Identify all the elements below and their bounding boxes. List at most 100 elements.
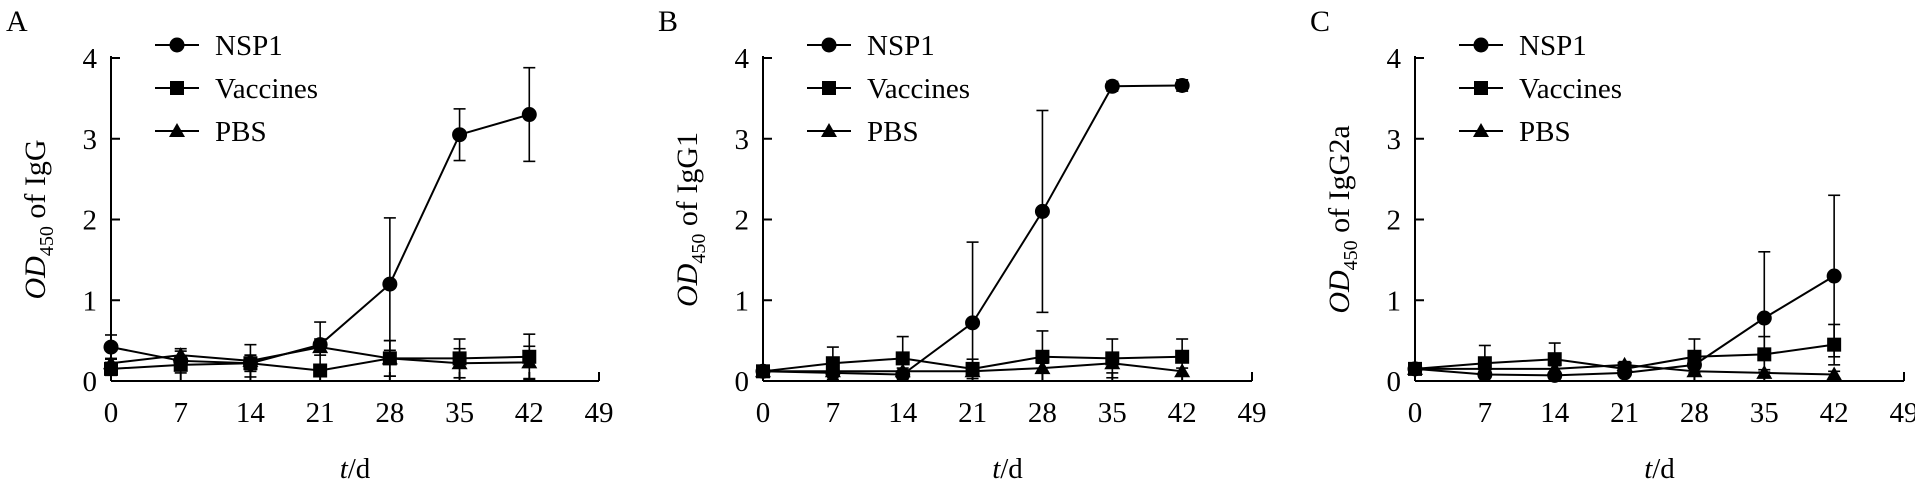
- x-tick-label: 21: [1610, 397, 1639, 429]
- y-tick-label: 2: [83, 205, 98, 237]
- x-tick-label: 28: [1680, 397, 1709, 429]
- data-point: [1547, 352, 1562, 367]
- x-tick-label: 28: [1028, 397, 1057, 429]
- data-point: [1174, 77, 1190, 93]
- x-axis-label: t/d: [992, 453, 1023, 485]
- data-point: [313, 363, 328, 378]
- legend-marker: [169, 123, 185, 137]
- data-point: [103, 355, 119, 370]
- series-pbs: [1407, 356, 1843, 381]
- data-point: [965, 315, 981, 331]
- legend-label: NSP1: [867, 30, 935, 62]
- data-point: [1756, 364, 1773, 379]
- y-tick-label: 1: [735, 285, 750, 317]
- x-tick-label: 0: [104, 397, 119, 429]
- x-tick-label: 14: [888, 397, 918, 429]
- legend-marker: [1473, 37, 1489, 53]
- legend-item-nsp1: NSP1: [1459, 30, 1587, 62]
- legend-marker: [1473, 123, 1489, 137]
- y-tick-label: 4: [735, 43, 750, 75]
- x-tick-label: 42: [1168, 397, 1197, 429]
- series-nsp1: [103, 66, 537, 373]
- data-point: [825, 356, 840, 371]
- y-axis-label: OD450 of IgG: [19, 140, 58, 300]
- data-point: [242, 352, 259, 367]
- y-tick-label: 3: [1387, 124, 1402, 156]
- y-axis-label: OD450 of IgG1: [671, 132, 710, 307]
- legend-marker: [821, 37, 837, 53]
- x-tick-label: 35: [1098, 397, 1127, 429]
- data-point: [894, 363, 911, 378]
- legend-marker: [170, 81, 184, 95]
- legend-item-nsp1: NSP1: [807, 30, 935, 62]
- data-point: [1175, 349, 1190, 364]
- x-tick-label: 14: [236, 397, 266, 429]
- data-point: [755, 363, 771, 378]
- x-tick-label: 14: [1540, 397, 1570, 429]
- panel-label: A: [6, 5, 28, 38]
- data-point: [1104, 78, 1120, 94]
- data-point: [1687, 349, 1702, 364]
- data-point: [172, 347, 189, 362]
- chart-panel-b: B 0 1 2 3 4 0 7 14 21 28 35 42 49 t/d OD450 of IgG1 NSP1…: [658, 5, 1267, 485]
- legend-item-vaccines: Vaccines: [807, 73, 970, 105]
- legend-item-pbs: PBS: [1459, 116, 1571, 148]
- y-tick-label: 4: [83, 43, 98, 75]
- legend-label: PBS: [867, 116, 919, 148]
- data-point: [1826, 366, 1843, 381]
- legend-item-pbs: PBS: [155, 116, 267, 148]
- data-point: [452, 127, 468, 143]
- x-tick-label: 0: [756, 397, 771, 429]
- y-tick-label: 0: [83, 366, 98, 398]
- y-tick-label: 1: [1387, 285, 1402, 317]
- legend-label: PBS: [1519, 116, 1571, 148]
- data-point: [382, 276, 398, 292]
- data-point: [521, 107, 537, 123]
- y-tick-label: 3: [735, 124, 750, 156]
- data-point: [1546, 360, 1563, 375]
- data-point: [1686, 363, 1703, 378]
- x-tick-label: 7: [1478, 397, 1493, 429]
- x-tick-label: 7: [173, 397, 188, 429]
- legend-label: NSP1: [1519, 30, 1587, 62]
- series-nsp1: [755, 77, 1190, 383]
- data-point: [381, 350, 398, 365]
- x-tick-label: 49: [1890, 397, 1915, 429]
- y-tick-label: 0: [1387, 366, 1402, 398]
- data-point: [1757, 347, 1772, 362]
- series-pbs: [755, 352, 1191, 378]
- data-point: [1034, 360, 1051, 375]
- y-tick-label: 4: [1387, 43, 1402, 75]
- legend-item-pbs: PBS: [807, 116, 919, 148]
- legend-marker: [822, 81, 836, 95]
- x-tick-label: 35: [1750, 397, 1779, 429]
- chart-panel-c: C 0 1 2 3 4 0 7 14 21 28 35 42 49 t/d OD450 of IgG2a NSP…: [1310, 5, 1915, 485]
- x-tick-label: 35: [445, 397, 474, 429]
- legend-label: Vaccines: [867, 73, 970, 105]
- y-tick-label: 1: [83, 285, 98, 317]
- x-tick-label: 21: [958, 397, 987, 429]
- data-point: [1827, 337, 1842, 352]
- x-axis-label: t/d: [340, 453, 371, 485]
- x-tick-label: 49: [585, 397, 614, 429]
- data-point: [1104, 355, 1121, 370]
- panel-label: B: [658, 5, 678, 38]
- x-tick-label: 42: [1820, 397, 1849, 429]
- x-tick-label: 21: [306, 397, 335, 429]
- legend-marker: [821, 123, 837, 137]
- legend-label: Vaccines: [215, 73, 318, 105]
- y-tick-label: 0: [735, 366, 750, 398]
- x-axis-label: t/d: [1644, 453, 1675, 485]
- x-tick-label: 0: [1408, 397, 1423, 429]
- legend-marker: [1474, 81, 1488, 95]
- data-point: [103, 339, 119, 355]
- legend-label: NSP1: [215, 30, 283, 62]
- data-point: [1034, 203, 1050, 219]
- legend-item-vaccines: Vaccines: [1459, 73, 1622, 105]
- data-point: [521, 354, 538, 369]
- chart-panel-a: A 0 1 2 3 4 0 7 14 21 28 35 42 49 t/d OD450 of IgG NSP1 V…: [6, 5, 614, 485]
- y-tick-label: 3: [83, 124, 98, 156]
- series-nsp1: [1407, 194, 1842, 383]
- data-point: [1035, 349, 1050, 364]
- x-tick-label: 49: [1238, 397, 1267, 429]
